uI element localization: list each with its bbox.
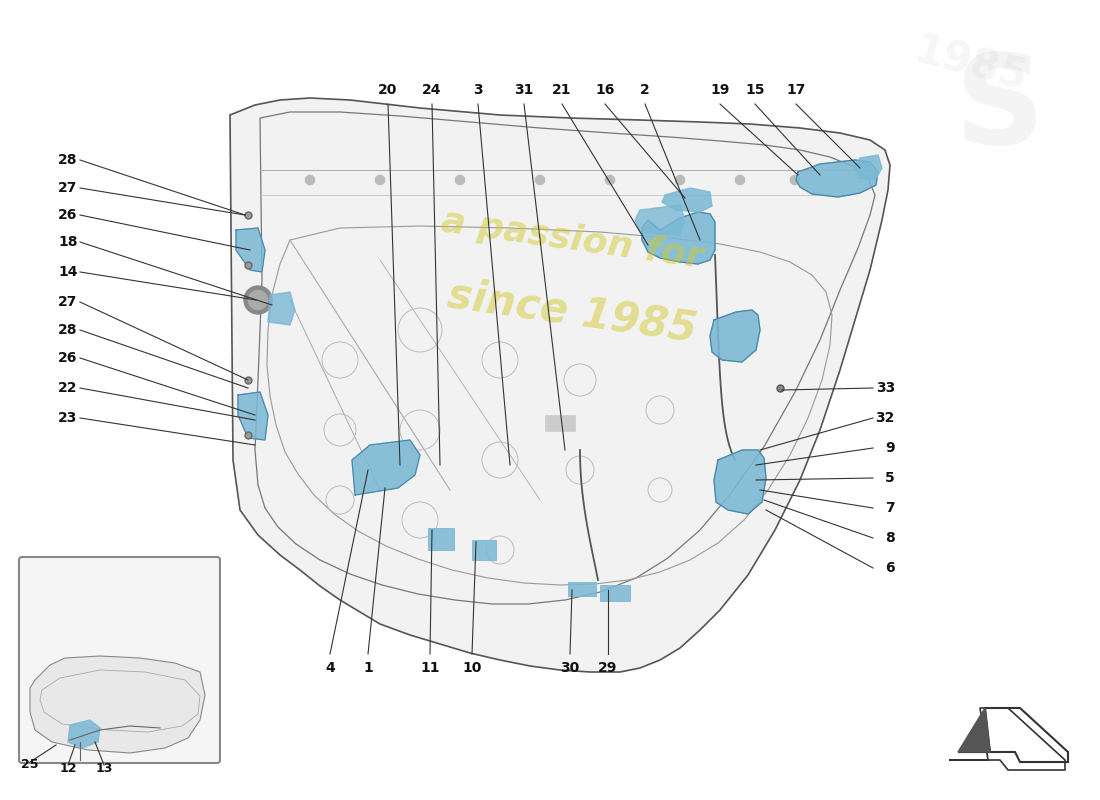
Text: 15: 15 xyxy=(746,83,764,97)
Text: S: S xyxy=(955,50,1045,170)
Text: 9: 9 xyxy=(886,441,895,455)
Circle shape xyxy=(244,286,272,314)
Text: 26: 26 xyxy=(58,208,77,222)
Text: 1985: 1985 xyxy=(909,30,1032,100)
Polygon shape xyxy=(238,392,268,440)
Text: 23: 23 xyxy=(58,411,77,425)
Text: 19: 19 xyxy=(711,83,729,97)
Text: 26: 26 xyxy=(58,351,77,365)
Text: 24: 24 xyxy=(422,83,442,97)
Text: 17: 17 xyxy=(786,83,805,97)
Polygon shape xyxy=(352,440,420,495)
Polygon shape xyxy=(714,450,766,514)
Text: 14: 14 xyxy=(58,265,77,279)
Circle shape xyxy=(455,175,465,185)
Polygon shape xyxy=(236,228,265,272)
Circle shape xyxy=(675,175,685,185)
Text: 6: 6 xyxy=(886,561,895,575)
Text: 5: 5 xyxy=(886,471,895,485)
Text: 22: 22 xyxy=(58,381,77,395)
Text: 16: 16 xyxy=(595,83,615,97)
Bar xyxy=(544,415,575,431)
Circle shape xyxy=(735,175,745,185)
Text: 32: 32 xyxy=(876,411,895,425)
Bar xyxy=(428,528,454,550)
Polygon shape xyxy=(30,656,205,753)
Polygon shape xyxy=(958,708,1068,762)
Text: 31: 31 xyxy=(515,83,534,97)
Text: 18: 18 xyxy=(58,235,77,249)
Polygon shape xyxy=(230,98,890,672)
Text: 12: 12 xyxy=(59,762,77,774)
Text: 27: 27 xyxy=(58,181,77,195)
Text: a passion for: a passion for xyxy=(439,205,705,275)
Polygon shape xyxy=(855,155,882,180)
Text: 8: 8 xyxy=(886,531,895,545)
Polygon shape xyxy=(710,310,760,362)
Text: 29: 29 xyxy=(598,661,618,675)
Text: 11: 11 xyxy=(420,661,440,675)
Text: 20: 20 xyxy=(378,83,398,97)
FancyBboxPatch shape xyxy=(19,557,220,763)
Circle shape xyxy=(248,290,268,310)
Text: 28: 28 xyxy=(58,323,77,337)
Polygon shape xyxy=(950,708,1065,770)
Circle shape xyxy=(605,175,615,185)
Circle shape xyxy=(535,175,544,185)
Circle shape xyxy=(790,175,800,185)
Polygon shape xyxy=(268,292,295,325)
Text: 7: 7 xyxy=(886,501,895,515)
Text: 27: 27 xyxy=(58,295,77,309)
Text: 13: 13 xyxy=(96,762,112,774)
Text: since 1985: since 1985 xyxy=(444,274,700,350)
Bar xyxy=(472,540,496,560)
Polygon shape xyxy=(662,188,712,212)
Polygon shape xyxy=(958,708,990,752)
Text: 33: 33 xyxy=(876,381,895,395)
Bar xyxy=(568,582,596,596)
Circle shape xyxy=(305,175,315,185)
Text: 10: 10 xyxy=(462,661,482,675)
Text: 30: 30 xyxy=(560,661,580,675)
Text: 3: 3 xyxy=(473,83,483,97)
Text: 28: 28 xyxy=(58,153,77,167)
Text: 2: 2 xyxy=(640,83,650,97)
Circle shape xyxy=(375,175,385,185)
Polygon shape xyxy=(642,212,715,264)
Bar xyxy=(600,585,630,601)
Polygon shape xyxy=(68,720,100,748)
Text: 4: 4 xyxy=(326,661,334,675)
Text: 21: 21 xyxy=(552,83,572,97)
Polygon shape xyxy=(796,160,878,197)
Polygon shape xyxy=(635,205,685,235)
Text: 25: 25 xyxy=(21,758,38,770)
Text: 1: 1 xyxy=(363,661,373,675)
